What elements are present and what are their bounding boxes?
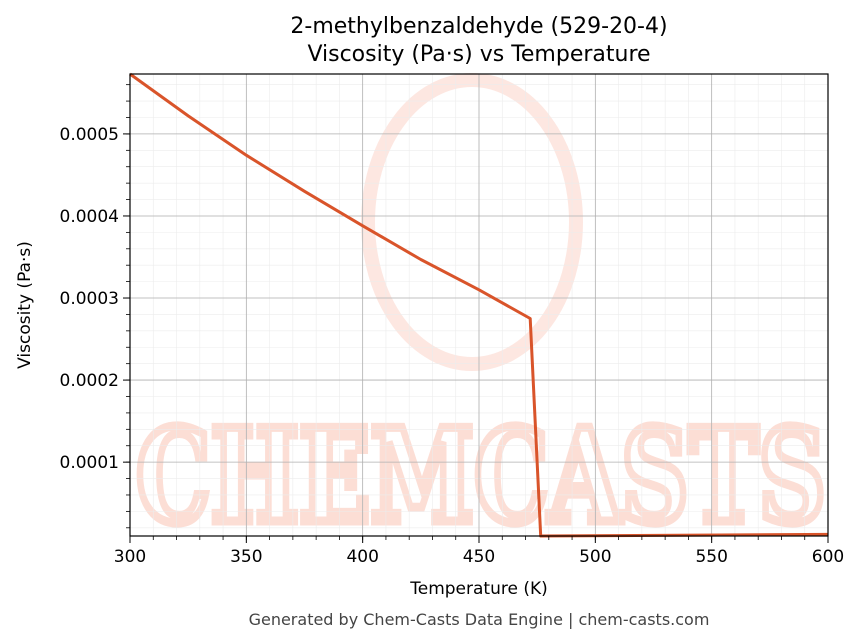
x-tick-label: 550 — [695, 547, 727, 567]
watermark-ring — [361, 73, 583, 371]
chart-title: 2-methylbenzaldehyde (529-20-4) — [290, 14, 667, 39]
y-tick-label: 0.0001 — [60, 453, 119, 473]
watermark: CHEMCASTS — [132, 73, 831, 557]
y-axis-label: Viscosity (Pa·s) — [15, 241, 35, 369]
x-tick-label: 600 — [812, 547, 844, 567]
x-tick-label: 350 — [230, 547, 262, 567]
watermark-text: CHEMCASTS — [136, 402, 826, 552]
y-tick-label: 0.0003 — [60, 289, 119, 309]
y-tick-label: 0.0004 — [60, 207, 119, 227]
axis-ticks: 300 350 400 450 500 550 600 0.0001 0.0002 0.0003 0… — [60, 84, 844, 567]
x-tick-label: 400 — [346, 547, 378, 567]
x-tick-label: 450 — [463, 547, 495, 567]
x-tick-label: 500 — [579, 547, 611, 567]
series-line-0 — [129, 72, 829, 538]
chart-subtitle: Viscosity (Pa·s) vs Temperature — [307, 42, 650, 67]
x-tick-label: 300 — [114, 547, 146, 567]
series-layer — [129, 72, 829, 538]
y-tick-label: 0.0005 — [60, 125, 119, 145]
x-axis-label: Temperature (K) — [409, 579, 548, 599]
y-tick-label: 0.0002 — [60, 371, 119, 391]
footer-credit: Generated by Chem-Casts Data Engine | ch… — [249, 610, 710, 629]
